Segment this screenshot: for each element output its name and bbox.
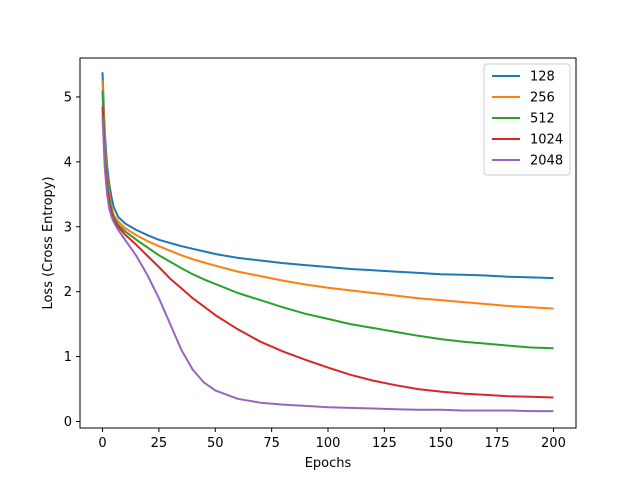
x-tick-label: 200 bbox=[541, 436, 566, 451]
y-tick-label: 5 bbox=[64, 90, 72, 105]
legend-label-2048: 2048 bbox=[530, 154, 563, 169]
legend-box bbox=[483, 63, 571, 176]
series-line-128 bbox=[101, 72, 554, 280]
x-tick-label: 25 bbox=[151, 436, 168, 451]
x-tick-label: 175 bbox=[485, 436, 510, 451]
y-axis-label: Loss (Cross Entropy) bbox=[41, 176, 56, 309]
y-axis: 0 1 2 3 4 5 bbox=[64, 90, 80, 430]
x-tick-label: 50 bbox=[207, 436, 224, 451]
y-tick-label: 3 bbox=[64, 220, 72, 235]
legend-label-256: 256 bbox=[530, 91, 555, 106]
y-tick-label: 2 bbox=[64, 285, 72, 300]
legend: 128 256 512 1024 2048 bbox=[483, 63, 571, 176]
x-axis-label: Epochs bbox=[305, 456, 352, 471]
x-tick-label: 100 bbox=[316, 436, 341, 451]
x-tick-label: 75 bbox=[263, 436, 280, 451]
y-tick-label: 1 bbox=[64, 350, 72, 365]
x-tick-label: 125 bbox=[372, 436, 397, 451]
series-line-2048 bbox=[101, 116, 554, 413]
x-tick-label: 150 bbox=[428, 436, 453, 451]
x-tick-label: 0 bbox=[98, 436, 106, 451]
series-layer bbox=[101, 72, 554, 413]
legend-label-1024: 1024 bbox=[530, 133, 563, 148]
legend-label-512: 512 bbox=[530, 112, 555, 127]
y-tick-label: 0 bbox=[64, 415, 72, 430]
y-tick-label: 4 bbox=[64, 155, 72, 170]
x-axis: 0 25 50 75 100 125 150 175 200 bbox=[98, 428, 566, 451]
legend-label-128: 128 bbox=[530, 70, 555, 85]
